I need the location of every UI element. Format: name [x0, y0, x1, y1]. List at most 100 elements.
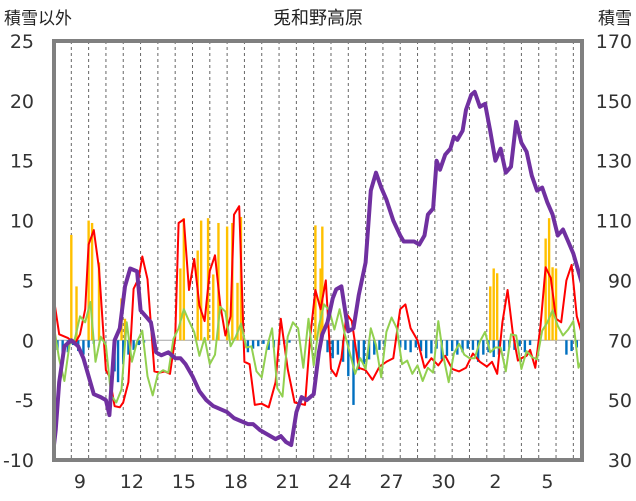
precipitation-bar: [137, 340, 141, 346]
sunshine-bar: [199, 220, 203, 341]
snow_depth-line: [52, 89, 584, 447]
precipitation-bar: [424, 340, 428, 359]
left-tick-label: 5: [22, 270, 34, 292]
sunshine-bar: [495, 273, 499, 341]
precipitation-bar: [476, 340, 480, 362]
precipitation-bar: [378, 340, 381, 350]
right-tick-label: 90: [608, 270, 632, 292]
precipitation-bar: [461, 340, 464, 353]
precipitation-bar: [523, 340, 527, 353]
precipitation-bar: [357, 340, 360, 371]
precipitation-bar: [430, 340, 433, 354]
precipitation-bar: [257, 340, 260, 347]
precipitation-bar: [414, 340, 418, 348]
precipitation-bar: [450, 340, 454, 352]
grid-layer: [54, 41, 582, 460]
precipitation-bar: [409, 340, 412, 353]
sunshine-bar: [212, 274, 215, 341]
x-tick-label: 9: [74, 471, 86, 493]
precipitation-bar: [132, 340, 135, 350]
precipitation-bar: [404, 340, 407, 350]
sunshine-bar: [179, 268, 182, 341]
precipitation-bar: [87, 340, 90, 348]
temperature_min-line: [53, 301, 583, 404]
x-tick-label: 15: [172, 471, 196, 493]
sunshine-bar: [97, 262, 101, 341]
sunshine-bar: [87, 220, 90, 341]
precipitation-bar: [326, 340, 329, 353]
precipitation-bar: [116, 340, 120, 383]
right-tick-label: 150: [596, 91, 632, 113]
precipitation-bar: [362, 340, 366, 365]
x-tick-label: 30: [431, 471, 455, 493]
sunshine-bar: [489, 286, 492, 341]
right-tick-label: 130: [596, 151, 632, 173]
precipitation-bar: [336, 340, 340, 355]
right-tick-label: 70: [608, 330, 632, 352]
frame-layer: [52, 39, 584, 462]
chart-title: 兎和野高原: [273, 8, 363, 29]
x-tick-label: 21: [276, 471, 300, 493]
sunshine-bar: [225, 226, 229, 341]
precipitation-bar: [367, 340, 371, 360]
sunshine-bar: [314, 225, 317, 341]
precipitation-bar: [262, 340, 265, 344]
sunshine-bar: [554, 268, 558, 341]
precipitation-bar: [502, 340, 506, 352]
precipitation-bar: [419, 340, 423, 352]
precipitation-bar: [82, 340, 85, 355]
precipitation-bar: [399, 340, 402, 348]
precipitation-bar: [267, 340, 270, 350]
x-tick-label: 18: [224, 471, 248, 493]
precipitation-bar: [127, 340, 130, 355]
precipitation-bar: [528, 340, 532, 346]
left-tick-label: 15: [10, 151, 34, 173]
precipitation-bar: [570, 340, 573, 352]
left-tick-label: 20: [10, 91, 34, 113]
precipitation-bar: [373, 340, 376, 355]
x-tick-label: 5: [541, 471, 553, 493]
right-tick-label: 170: [596, 31, 632, 53]
sunshine-bar: [182, 218, 186, 341]
left-tick-label: -10: [3, 450, 34, 472]
left-tick-label: 25: [10, 31, 34, 53]
sunshine-bar: [123, 318, 127, 341]
sunshine-bar: [492, 268, 495, 341]
precipitation-bar: [66, 340, 70, 353]
precipitation-bar: [466, 340, 469, 349]
left-tick-label: 10: [10, 211, 34, 233]
temperature_max-line: [53, 205, 583, 409]
precipitation-bar: [518, 340, 521, 347]
left-tick-label: 0: [22, 330, 34, 352]
precipitation-bar: [482, 340, 485, 355]
sunshine-bar: [236, 282, 239, 341]
sunshine-bar: [75, 286, 78, 341]
right-tick-label: 50: [608, 390, 632, 412]
sunshine-bar: [90, 222, 94, 341]
precipitation-bar: [471, 340, 475, 350]
precipitation-bar: [122, 340, 125, 365]
sunshine-bar: [70, 234, 73, 341]
x-tick-label: 27: [379, 471, 403, 493]
precipitation-bar: [445, 340, 449, 356]
precipitation-bar: [347, 340, 350, 377]
left-axis-title: 積雪以外: [4, 9, 72, 29]
sunshine-bar: [547, 218, 551, 341]
left-tick-label: -5: [15, 390, 34, 412]
sunshine-bar: [551, 267, 554, 341]
precipitation-bar: [331, 340, 334, 359]
plot-frame: [52, 39, 584, 462]
line-layer: [52, 89, 584, 447]
x-tick-label: 24: [328, 471, 352, 493]
right-axis-title: 積雪: [598, 9, 632, 29]
x-tick-label: 2: [489, 471, 501, 493]
sunshine-bar: [321, 226, 324, 341]
precipitation-bar: [251, 340, 255, 349]
precipitation-bar: [352, 340, 355, 405]
precipitation-bar: [288, 340, 291, 343]
right-tick-label: 30: [608, 450, 632, 472]
x-tick-label: 12: [120, 471, 144, 493]
right-tick-label: 110: [596, 211, 632, 233]
